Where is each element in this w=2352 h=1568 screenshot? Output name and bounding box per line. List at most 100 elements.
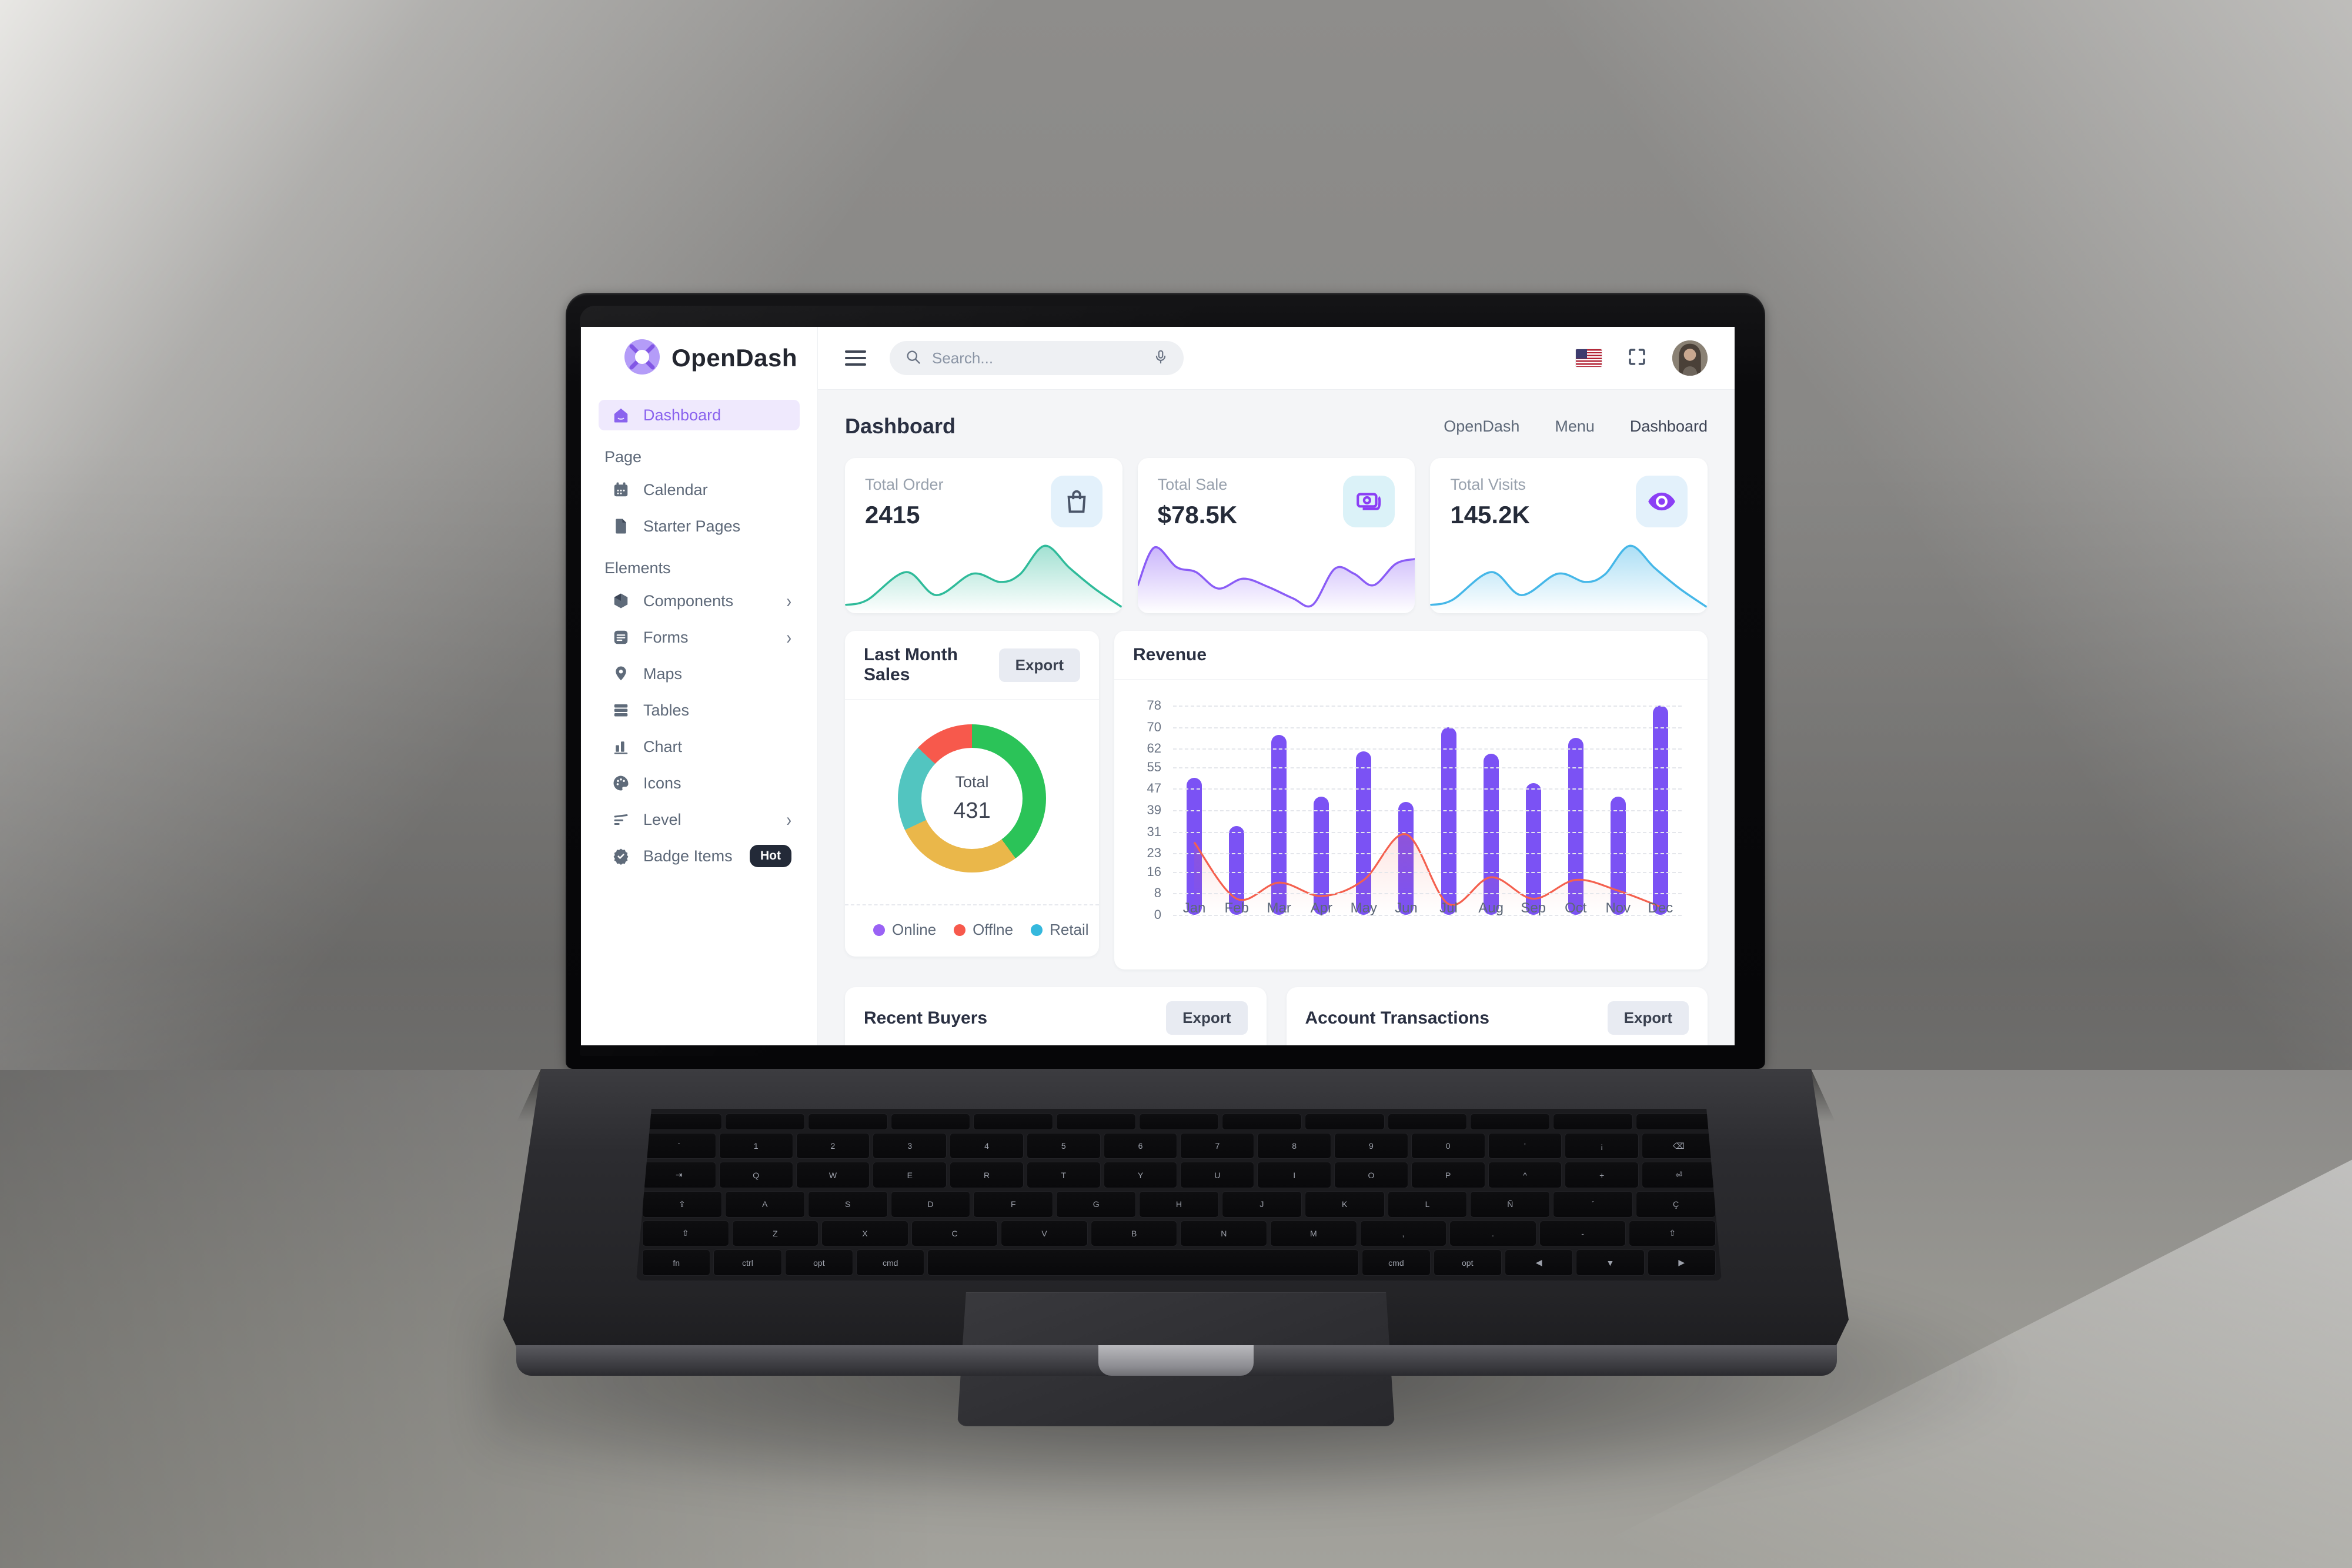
sidebar-item-badge-items[interactable]: Badge Items Hot [599, 841, 800, 871]
breadcrumb: OpenDash Menu Dashboard [1444, 417, 1708, 436]
keyboard-key: K [1304, 1191, 1385, 1218]
x-tick-label: Aug [1478, 900, 1504, 916]
legend-item[interactable]: Retail [1031, 921, 1089, 939]
revenue-card: Revenue 0 8 16 23 31 39 47 55 62 70 78 [1114, 631, 1708, 969]
badge-icon [612, 847, 630, 865]
y-tick-label: 31 [1147, 824, 1161, 839]
opendash-logo-icon [623, 338, 661, 379]
y-tick-label: 62 [1147, 741, 1161, 755]
sidebar-item-components[interactable]: Components › [599, 586, 800, 616]
user-avatar[interactable] [1672, 340, 1708, 376]
sidebar-item-maps[interactable]: Maps [599, 658, 800, 689]
fullscreen-icon[interactable] [1626, 346, 1648, 370]
sidebar-item-tables[interactable]: Tables [599, 695, 800, 726]
card-title: Account Transactions [1305, 1008, 1489, 1028]
keyboard-key: ' [1488, 1132, 1562, 1159]
sidebar-item-level[interactable]: Level › [599, 804, 800, 835]
keyboard-key: ¡ [1565, 1132, 1639, 1159]
keyboard-key: cmd [1362, 1249, 1431, 1276]
keyboard-key: D [890, 1191, 971, 1218]
sidebar-item-starter-pages[interactable]: Starter Pages [599, 511, 800, 541]
us-flag-icon[interactable] [1576, 349, 1602, 367]
keyboard-key: 1 [719, 1132, 793, 1159]
keyboard-key: 4 [950, 1132, 1024, 1159]
x-tick-label: Oct [1565, 900, 1587, 916]
menu-icon[interactable] [845, 350, 866, 366]
sidebar-item-label: Calendar [643, 480, 708, 499]
keyboard-key: opt [1433, 1249, 1502, 1276]
level-icon [612, 810, 630, 829]
keyboard-key: I [1257, 1162, 1332, 1188]
card-title: Revenue [1133, 645, 1207, 664]
keyboard-key: C [911, 1220, 998, 1247]
sidebar-item-label: Components [643, 591, 734, 610]
y-tick-label: 23 [1147, 845, 1161, 860]
revenue-bar [1525, 783, 1541, 915]
x-tick-label: Jan [1182, 900, 1206, 916]
keyboard-key [1387, 1114, 1468, 1130]
keyboard-key: , [1359, 1220, 1447, 1247]
y-tick-label: 39 [1147, 803, 1161, 817]
stat-value: 145.2K [1450, 501, 1530, 529]
keyboard-key: J [1221, 1191, 1302, 1218]
keyboard-key: ctrl [713, 1249, 782, 1276]
sidebar-item-label: Icons [643, 774, 681, 792]
export-button[interactable]: Export [998, 648, 1080, 682]
keyboard-key [1139, 1114, 1219, 1130]
sidebar-item-dashboard[interactable]: Dashboard [599, 400, 800, 430]
keyboard-key: ⇪ [642, 1191, 722, 1218]
eye-icon [1636, 476, 1688, 527]
tables-row: Recent Buyers Export Account Transaction… [845, 987, 1708, 1045]
keyboard-key [890, 1114, 971, 1130]
keyboard-key: U [1180, 1162, 1255, 1188]
keyboard-key: ▶ [1647, 1249, 1716, 1276]
x-tick-label: Jun [1395, 900, 1418, 916]
keyboard-key: E [873, 1162, 947, 1188]
sales-donut-chart: Total 431 [898, 724, 1046, 872]
keyboard-key: 8 [1257, 1132, 1332, 1159]
legend-label: Online [892, 921, 937, 938]
keyboard-key: 5 [1026, 1132, 1101, 1159]
sidebar-item-chart[interactable]: Chart [599, 731, 800, 762]
export-button[interactable]: Export [1166, 1001, 1248, 1035]
microphone-icon[interactable] [1153, 349, 1168, 367]
gridline [1173, 853, 1682, 854]
breadcrumb-opendash[interactable]: OpenDash [1444, 417, 1520, 435]
bar-column [1512, 706, 1555, 915]
sidebar-item-forms[interactable]: Forms › [599, 622, 800, 653]
stat-label: Total Order [865, 476, 944, 493]
keyboard-key: ^ [1488, 1162, 1562, 1188]
search-input[interactable] [931, 348, 1144, 368]
keyboard-key: X [821, 1220, 908, 1247]
legend-item[interactable]: Online [873, 921, 936, 939]
keyboard-key [1056, 1114, 1137, 1130]
keyboard-key [807, 1114, 888, 1130]
sidebar-section-elements: Elements [604, 559, 671, 577]
keyboard-key: A [724, 1191, 805, 1218]
keyboard-key: M [1270, 1220, 1357, 1247]
keyboard-key: P [1411, 1162, 1485, 1188]
export-button[interactable]: Export [1607, 1001, 1689, 1035]
x-tick-label: Sep [1521, 900, 1546, 916]
recent-buyers-card: Recent Buyers Export [845, 987, 1267, 1045]
brand-logo-row[interactable]: OpenDash [581, 327, 817, 389]
hot-badge: Hot [750, 845, 791, 867]
sidebar-item-calendar[interactable]: Calendar [599, 474, 800, 505]
card-title: Recent Buyers [864, 1008, 988, 1028]
legend-item[interactable]: Offlne [954, 921, 1013, 939]
keyboard-key: cmd [856, 1249, 925, 1276]
total-visits-card: Total Visits 145.2K [1430, 458, 1708, 613]
breadcrumb-menu[interactable]: Menu [1555, 417, 1595, 435]
sidebar-item-label: Badge Items [643, 847, 733, 865]
sidebar-item-icons[interactable]: Icons [599, 768, 800, 798]
keyboard-key: 3 [873, 1132, 947, 1159]
gridline [1173, 727, 1682, 728]
keyboard-key: Z [731, 1220, 819, 1247]
x-tick-label: Feb [1224, 900, 1249, 916]
chevron-right-icon: › [786, 808, 791, 831]
stat-cards-row: Total Order 2415 [845, 458, 1708, 613]
keyboard-key: Q [719, 1162, 793, 1188]
x-tick-label: Dec [1648, 900, 1673, 916]
keyboard-key: ▼ [1576, 1249, 1645, 1276]
